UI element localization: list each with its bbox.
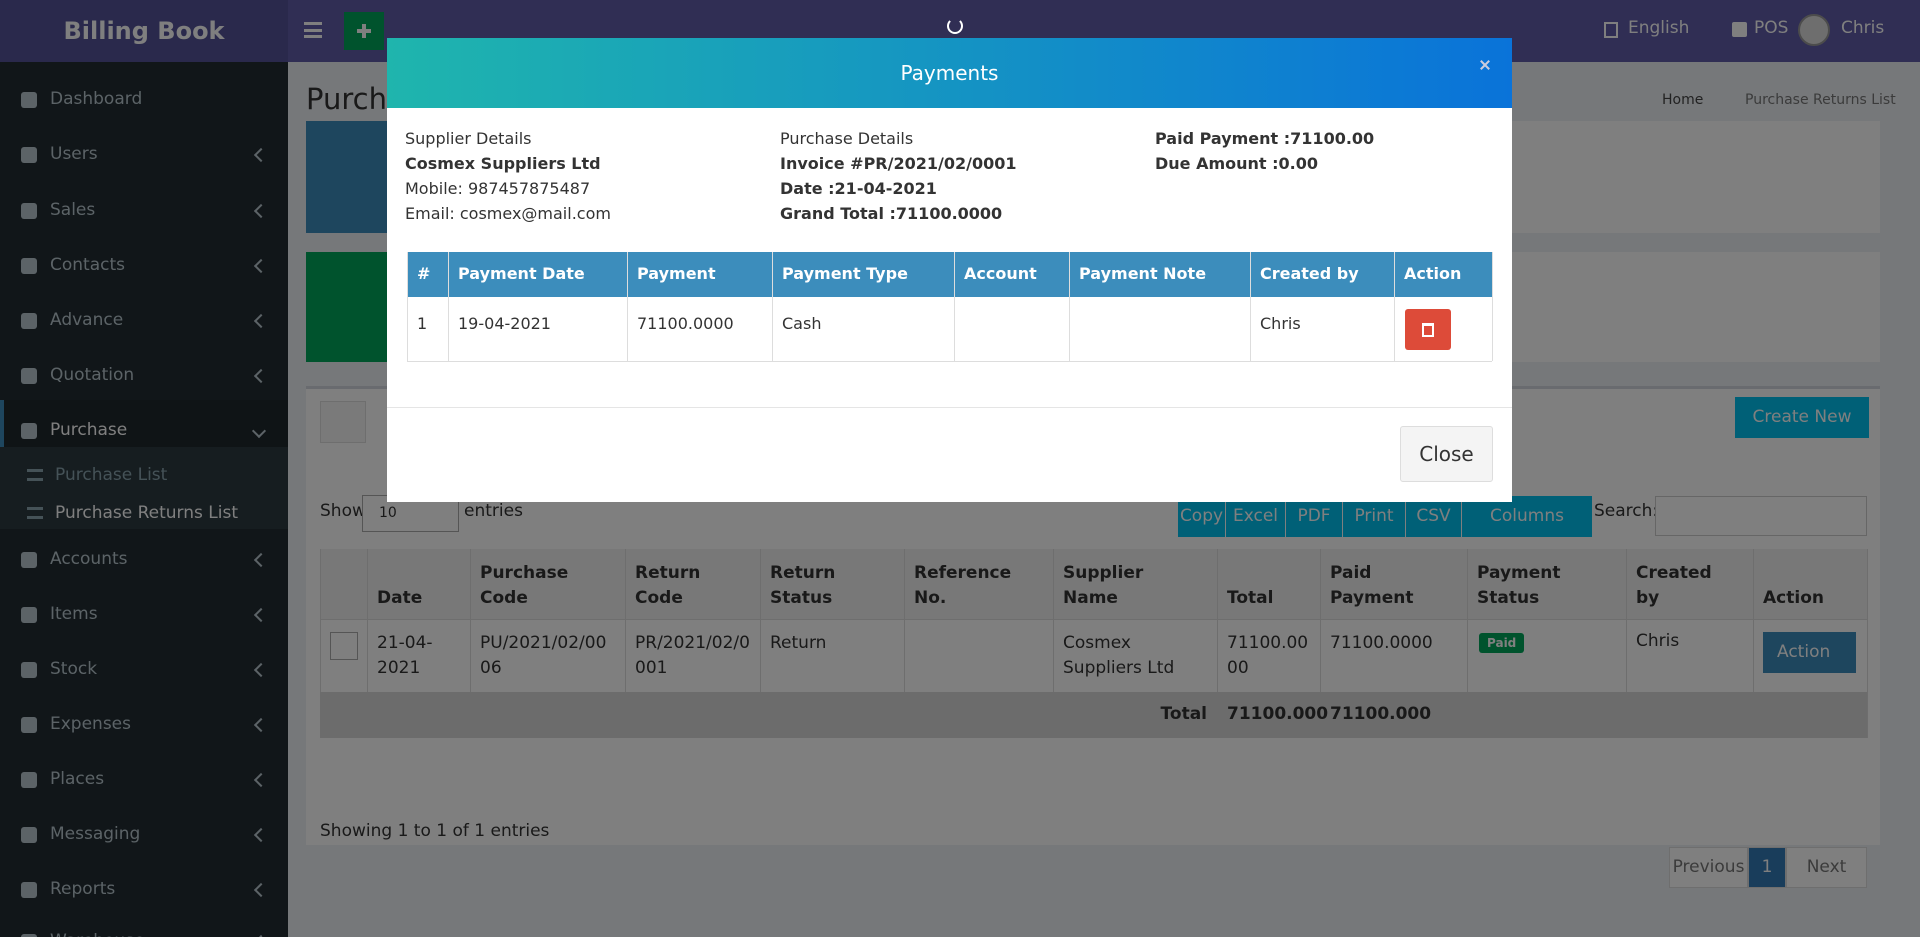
payments-column-border — [448, 252, 449, 361]
payments-cell: Cash — [782, 314, 821, 333]
payments-column-header: Payment Type — [782, 264, 908, 283]
trash-icon — [1422, 323, 1434, 337]
detail-line: Mobile: 987457875487 — [405, 179, 590, 198]
close-button[interactable]: Close — [1400, 426, 1493, 482]
modal: Payments Supplier Details Cosmex Suppliers… — [387, 38, 1512, 502]
payments-row-border — [407, 361, 1492, 362]
payments-column-border — [1250, 252, 1251, 361]
payments-column-header: # — [417, 264, 430, 283]
detail-line: Paid Payment :71100.00 — [1155, 129, 1374, 148]
detail-line: Email: cosmex@mail.com — [405, 204, 611, 223]
payments-column-header: Created by — [1260, 264, 1359, 283]
loading-spinner — [947, 18, 963, 34]
detail-line: Date :21-04-2021 — [780, 179, 937, 198]
detail-line: Due Amount :0.00 — [1155, 154, 1318, 173]
payments-column-header: Payment — [637, 264, 716, 283]
payments-cell: 1 — [417, 314, 427, 333]
payments-column-border — [627, 252, 628, 361]
modal-footer-border — [387, 407, 1512, 408]
payments-cell: 19-04-2021 — [458, 314, 551, 333]
detail-line: Cosmex Suppliers Ltd — [405, 154, 601, 173]
payments-column-border — [772, 252, 773, 361]
payments-cell: Chris — [1260, 314, 1301, 333]
delete-button[interactable] — [1405, 309, 1451, 350]
payments-column-border — [1394, 252, 1395, 361]
modal-close-x[interactable] — [1480, 60, 1490, 70]
detail-line: Grand Total :71100.0000 — [780, 204, 1002, 223]
payments-column-border — [407, 252, 408, 361]
detail-line: Purchase Details — [780, 129, 913, 148]
payments-column-border — [1492, 252, 1493, 361]
payments-column-header: Account — [964, 264, 1037, 283]
modal-title: Payments — [387, 61, 1512, 85]
detail-line: Invoice #PR/2021/02/0001 — [780, 154, 1016, 173]
payments-column-header: Payment Date — [458, 264, 585, 283]
detail-line: Supplier Details — [405, 129, 531, 148]
payments-cell: 71100.0000 — [637, 314, 734, 333]
payments-column-header: Action — [1404, 264, 1461, 283]
payments-column-header: Payment Note — [1079, 264, 1206, 283]
payments-column-border — [954, 252, 955, 361]
payments-column-border — [1069, 252, 1070, 361]
